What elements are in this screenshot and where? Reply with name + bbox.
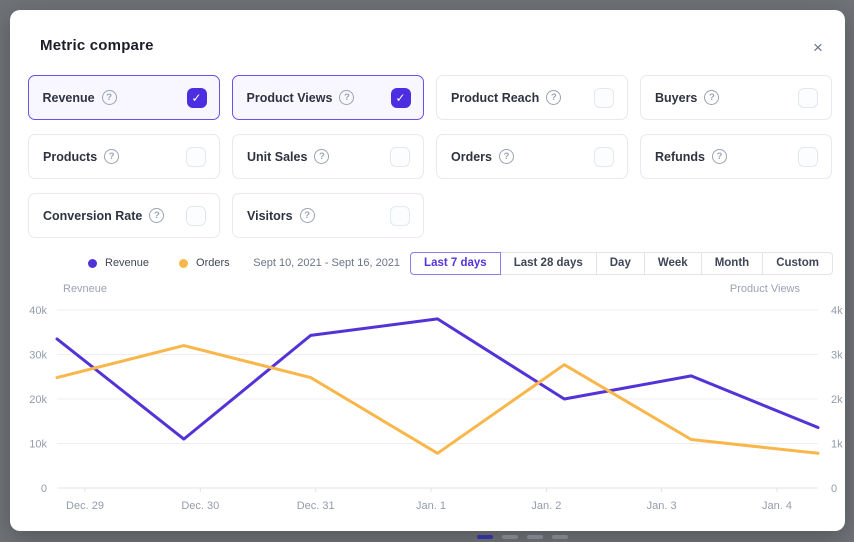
chart-controls-row: Revenue Orders Sept 10, 2021 - Sept 16, … [10, 250, 833, 276]
legend-label: Orders [196, 257, 230, 269]
pager-pill [552, 535, 568, 539]
range-week[interactable]: Week [643, 251, 702, 275]
metric-card-orders[interactable]: Orders? [436, 134, 628, 179]
checkbox[interactable] [798, 87, 818, 108]
range-area: Sept 10, 2021 - Sept 16, 2021 Last 7 day… [253, 251, 833, 275]
help-icon: ? [101, 90, 117, 105]
svg-text:Product Views: Product Views [730, 283, 801, 295]
svg-text:Revneue: Revneue [63, 283, 107, 295]
svg-text:0: 0 [41, 483, 47, 495]
svg-text:40k: 40k [29, 305, 47, 317]
svg-text:10k: 10k [29, 439, 47, 451]
checkbox[interactable] [594, 146, 614, 167]
svg-text:Dec. 31: Dec. 31 [297, 500, 335, 512]
checkbox[interactable] [390, 146, 410, 167]
range-custom[interactable]: Custom [762, 251, 833, 275]
pager-pill [527, 535, 543, 539]
metric-label: Orders [451, 149, 492, 164]
chart-legend: Revenue Orders [88, 257, 230, 269]
help-icon: ? [712, 149, 727, 164]
help-icon: ? [546, 90, 562, 105]
checkbox[interactable] [798, 146, 818, 167]
svg-text:1k: 1k [831, 439, 843, 451]
metric-label: Revenue [42, 90, 95, 105]
metric-card-revenue[interactable]: Revenue? ✓ [28, 75, 220, 120]
metric-card-buyers[interactable]: Buyers? [640, 75, 832, 120]
help-icon: ? [314, 149, 330, 164]
metric-compare-modal: Metric compare × Revenue? ✓ Product View… [10, 10, 845, 531]
help-icon: ? [149, 208, 165, 223]
svg-text:30k: 30k [29, 350, 47, 362]
range-month[interactable]: Month [700, 251, 764, 275]
metric-card-unit-sales[interactable]: Unit Sales? [232, 134, 424, 179]
legend-item-orders: Orders [179, 257, 230, 269]
metric-card-conversion-rate[interactable]: Conversion Rate? [28, 193, 220, 238]
range-day[interactable]: Day [595, 251, 645, 275]
checkbox[interactable] [594, 87, 614, 108]
chart-area: 40k 4k 30k 3k 20k 2k 10k 1k 0 0 Revneue Product Vie… [10, 280, 845, 525]
checkbox[interactable] [186, 146, 206, 167]
help-icon: ? [104, 149, 120, 164]
svg-text:20k: 20k [29, 394, 47, 406]
checkbox[interactable] [186, 205, 206, 226]
help-icon: ? [339, 90, 355, 105]
close-icon[interactable]: × [813, 37, 823, 57]
metric-label: Conversion Rate [43, 208, 143, 223]
range-last-7-days[interactable]: Last 7 days [410, 251, 501, 275]
background-pager-dots [477, 535, 568, 539]
date-range-label: Sept 10, 2021 - Sept 16, 2021 [253, 257, 401, 269]
range-last-28-days[interactable]: Last 28 days [499, 251, 597, 275]
metric-label: Unit Sales [247, 149, 308, 164]
metric-card-product-views[interactable]: Product Views? ✓ [232, 75, 424, 120]
help-icon: ? [299, 208, 315, 223]
range-selector: Last 7 days Last 28 days Day Week Month … [410, 251, 833, 275]
metric-label: Visitors [247, 208, 293, 223]
checkbox[interactable] [390, 205, 410, 226]
metric-label: Products [43, 149, 98, 164]
svg-text:Dec. 30: Dec. 30 [181, 500, 219, 512]
svg-text:Dec. 29: Dec. 29 [66, 500, 104, 512]
modal-title: Metric compare [40, 37, 154, 54]
svg-text:Jan. 3: Jan. 3 [647, 500, 677, 512]
metric-card-product-reach[interactable]: Product Reach? [436, 75, 628, 120]
metric-card-refunds[interactable]: Refunds? [640, 134, 832, 179]
svg-text:Jan. 1: Jan. 1 [416, 500, 446, 512]
compare-chart: 40k 4k 30k 3k 20k 2k 10k 1k 0 0 Revneue Product Vie… [29, 283, 843, 512]
help-icon: ? [499, 149, 514, 164]
metric-card-visitors[interactable]: Visitors? [232, 193, 424, 238]
checkbox[interactable]: ✓ [390, 87, 411, 108]
legend-label: Revenue [105, 257, 150, 269]
legend-item-revenue: Revenue [88, 257, 149, 269]
checkbox[interactable]: ✓ [186, 87, 207, 108]
revenue-dot-icon [88, 258, 97, 268]
metric-label: Refunds [655, 149, 705, 164]
svg-text:3k: 3k [831, 350, 843, 362]
metric-cards-grid: Revenue? ✓ Product Views? ✓ Product Reac… [28, 75, 832, 238]
metric-label: Product Views [246, 90, 333, 105]
svg-text:2k: 2k [831, 394, 843, 406]
pager-pill [477, 535, 493, 539]
orders-dot-icon [179, 258, 189, 268]
pager-pill [502, 535, 518, 539]
svg-text:0: 0 [831, 483, 837, 495]
metric-label: Buyers [655, 90, 698, 105]
svg-text:Jan. 4: Jan. 4 [762, 500, 792, 512]
help-icon: ? [704, 90, 720, 105]
svg-text:Jan. 2: Jan. 2 [531, 500, 561, 512]
metric-card-products[interactable]: Products? [28, 134, 220, 179]
svg-text:4k: 4k [831, 305, 843, 317]
metric-label: Product Reach [451, 90, 540, 105]
